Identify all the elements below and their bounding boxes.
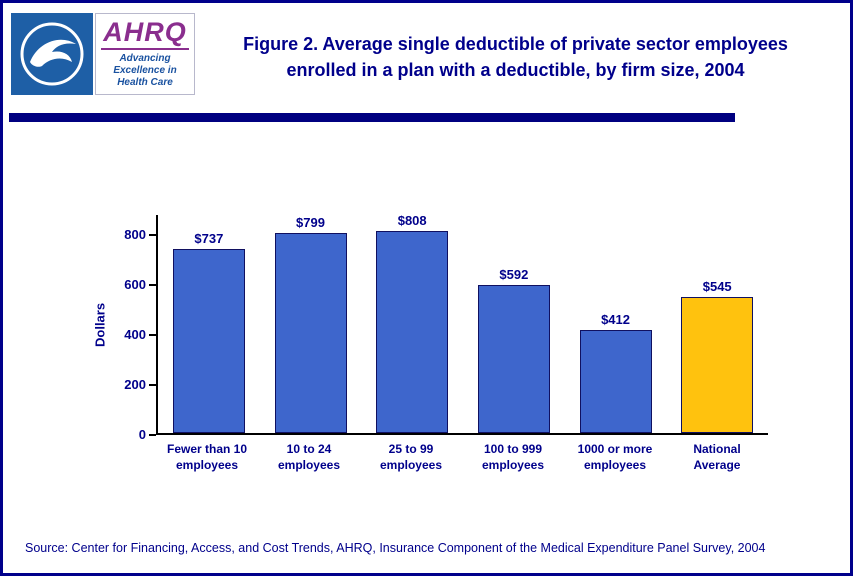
y-axis: 0 200 400 600 800 xyxy=(112,215,156,442)
value-label: $592 xyxy=(499,267,529,282)
category-label: National Average xyxy=(693,442,741,472)
y-tick-label: 0 xyxy=(138,427,146,442)
value-label: $737 xyxy=(194,231,224,246)
bar xyxy=(681,297,754,433)
plot-area: $737 $799 $808 $592 $412 $545 xyxy=(156,213,768,435)
x-axis-labels: Fewer than 10 employees 10 to 24 employee… xyxy=(156,442,768,473)
hhs-logo xyxy=(11,13,93,95)
figure-title: Figure 2. Average single deductible of p… xyxy=(195,13,840,83)
y-axis-title: Dollars xyxy=(92,302,108,348)
source-note: Source: Center for Financing, Access, an… xyxy=(25,541,766,555)
value-label: $412 xyxy=(601,312,630,327)
value-label: $799 xyxy=(296,215,325,230)
x-axis-row: Fewer than 10 employees 10 to 24 employee… xyxy=(88,442,768,473)
category-label: 10 to 24 employees xyxy=(277,442,341,472)
bar-column: $412 xyxy=(565,213,667,433)
ahrq-tagline: Advancing Excellence in Health Care xyxy=(113,53,177,88)
bar-column: $799 xyxy=(260,213,362,433)
bar xyxy=(477,285,550,433)
figure-title-line2: enrolled in a plan with a deductible, by… xyxy=(286,60,745,81)
bar xyxy=(376,231,449,433)
y-tick-mark xyxy=(149,284,156,286)
chart-row: Dollars 0 200 400 600 800 $737 $799 $808 $592 $4… xyxy=(88,213,768,442)
category-label: 25 to 99 employees xyxy=(379,442,443,472)
logo-group: AHRQ Advancing Excellence in Health Care xyxy=(11,13,195,95)
value-label: $808 xyxy=(397,213,427,228)
ahrq-acronym: AHRQ xyxy=(101,19,189,50)
y-tick-label: 400 xyxy=(124,327,146,342)
y-tick-mark xyxy=(149,234,156,236)
bar xyxy=(172,249,245,433)
category-label: 1000 or more employees xyxy=(577,442,653,472)
bar-column: $808 xyxy=(361,213,463,433)
x-axis-spacer xyxy=(88,442,156,473)
bar-column: $592 xyxy=(463,213,565,433)
bar xyxy=(274,233,347,433)
ahrq-logo: AHRQ Advancing Excellence in Health Care xyxy=(95,13,195,95)
category-label: 100 to 999 employees xyxy=(481,442,545,472)
y-tick-label: 600 xyxy=(124,277,146,292)
bar-column: $545 xyxy=(666,213,768,433)
y-tick-mark xyxy=(149,434,156,436)
header-divider-bar xyxy=(9,113,735,122)
y-tick-mark xyxy=(149,334,156,336)
bar-chart: Dollars 0 200 400 600 800 $737 $799 $808 $592 $4… xyxy=(88,213,768,473)
bar xyxy=(579,330,652,433)
hhs-eagle-icon xyxy=(20,22,84,86)
y-tick-label: 800 xyxy=(124,227,146,242)
header: AHRQ Advancing Excellence in Health Care… xyxy=(3,3,850,95)
category-label: Fewer than 10 employees xyxy=(166,442,248,472)
figure-title-line1: Figure 2. Average single deductible of p… xyxy=(243,34,788,54)
bar-column: $737 xyxy=(158,213,260,433)
y-tick-mark xyxy=(149,384,156,386)
y-tick-label: 200 xyxy=(124,377,146,392)
value-label: $545 xyxy=(702,279,732,294)
